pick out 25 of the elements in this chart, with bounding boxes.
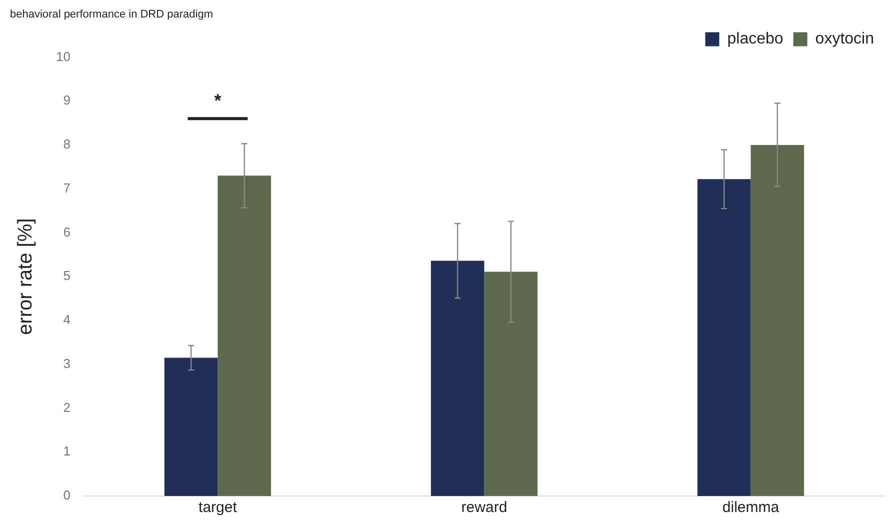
bar xyxy=(218,176,272,496)
bar xyxy=(697,179,751,496)
y-tick-label: 0 xyxy=(63,488,70,503)
y-tick-label: 4 xyxy=(63,312,70,328)
y-tick-label: 10 xyxy=(56,48,70,64)
y-axis-title: error rate [%] xyxy=(14,218,37,335)
x-tick-label: dilemma xyxy=(722,499,780,516)
y-tick-label: 7 xyxy=(63,180,70,196)
bar xyxy=(484,272,538,496)
y-tick-label: 1 xyxy=(63,444,70,459)
y-tick-label: 6 xyxy=(63,224,70,240)
chart-title: behavioral performance in DRD paradigm xyxy=(10,8,213,21)
y-tick-label: 8 xyxy=(63,136,70,152)
y-tick-label: 2 xyxy=(63,400,70,415)
bar xyxy=(430,260,484,496)
annotation: * xyxy=(214,90,222,111)
bar xyxy=(750,144,804,496)
x-tick-label: target xyxy=(198,499,238,516)
x-tick-label: reward xyxy=(461,499,508,516)
bar xyxy=(164,358,218,496)
y-tick-label: 5 xyxy=(63,268,70,284)
y-tick-label: 9 xyxy=(63,92,70,108)
legend-label: oxytocin xyxy=(815,30,874,48)
y-tick-label: 3 xyxy=(63,356,70,371)
legend-label: placebo xyxy=(727,30,784,48)
